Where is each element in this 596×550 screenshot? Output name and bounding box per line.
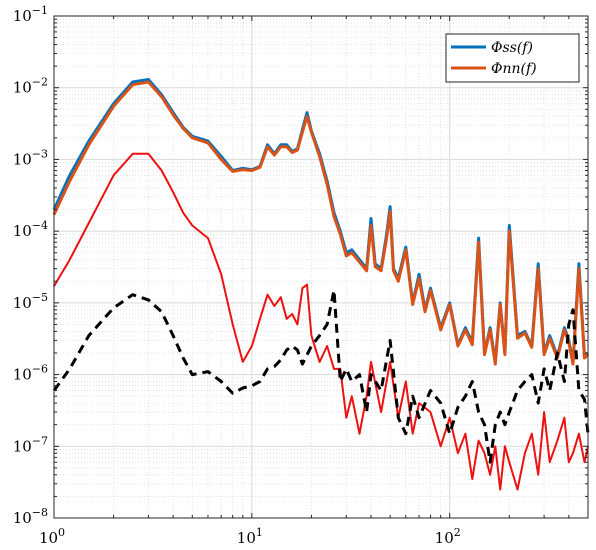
legend[interactable]: Φss(f) Φnn(f) xyxy=(445,33,580,83)
axis-ticks xyxy=(53,15,589,519)
y-tick-label: 10−4 xyxy=(13,219,48,240)
x-tick-label: 101 xyxy=(237,526,263,547)
series-line-4 xyxy=(52,288,590,464)
y-tick-label: 10−3 xyxy=(13,147,48,168)
y-tick-label: 10−6 xyxy=(13,363,48,384)
y-tick-label: 10−8 xyxy=(13,506,48,527)
legend-box xyxy=(445,33,580,83)
y-tick-label: 10−1 xyxy=(13,4,48,25)
x-tick-label: 100 xyxy=(39,526,65,547)
y-tick-label: 10−7 xyxy=(13,434,48,455)
series-line-2 xyxy=(52,80,590,366)
legend-label-1: Φss(f) xyxy=(491,40,533,56)
series-line-1 xyxy=(52,78,590,364)
tick-labels: 100 101 102 10−8 10−7 10−6 10−5 10−4 10−3 10−2 10−… xyxy=(13,4,461,547)
y-tick-label: 10−2 xyxy=(13,76,48,97)
axes-box xyxy=(53,15,589,519)
legend-label-2: Φnn(f) xyxy=(491,61,537,77)
plot-lines xyxy=(52,78,590,491)
series-line-3 xyxy=(53,152,589,491)
x-tick-label: 102 xyxy=(435,526,461,547)
y-tick-label: 10−5 xyxy=(13,291,48,312)
